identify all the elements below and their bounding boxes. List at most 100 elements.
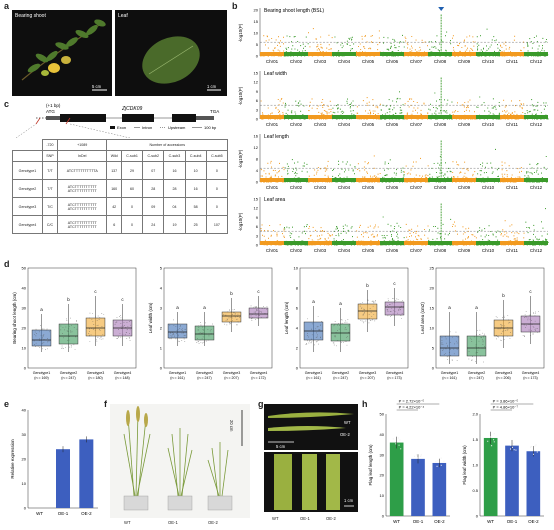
y-tick-label: 1.5 <box>472 437 478 442</box>
chromosome-label: Chr08 <box>434 122 447 127</box>
chromosome-points <box>332 160 356 183</box>
chromosome-label: Chr01 <box>266 122 279 127</box>
p-value: P = 2.72×10⁻⁵ <box>399 399 425 404</box>
scale-bar-5cm: 5 cm <box>92 84 102 89</box>
table-cell: 28 <box>142 179 165 198</box>
y-tick-label: 16 <box>254 134 259 139</box>
sample-size: (n = 172) <box>251 376 265 380</box>
plant-label-wt: WT <box>124 520 131 525</box>
y-tick-label: 40 <box>22 286 27 291</box>
chromosome-points <box>524 99 549 120</box>
y-tick-label: 0 <box>24 506 27 511</box>
table-cell: 24 <box>142 215 165 234</box>
scale-20cm: 20 cm <box>229 420 234 432</box>
chromosome-points <box>500 220 525 246</box>
y-axis-label: Leaf length (cm) <box>284 301 289 334</box>
tga-label: TGA <box>210 109 219 114</box>
chromosome-points <box>284 100 308 120</box>
p-value: P = 4.86×10⁻⁷ <box>493 405 519 410</box>
box <box>493 300 514 348</box>
table-cell: 16 <box>163 161 186 180</box>
leaf-image <box>142 36 221 91</box>
table-cell: 0 <box>120 215 144 234</box>
y-tick-label: 0 <box>382 514 385 519</box>
y-tick-label: 10 <box>380 493 385 498</box>
table-cell: 160 <box>106 179 122 198</box>
chromosome-label: Chr07 <box>410 185 423 190</box>
box <box>466 312 487 364</box>
significance-letter: c <box>94 289 97 294</box>
gene-name: ZjCDK09 <box>121 106 143 112</box>
y-tick-label: 6 <box>256 98 259 103</box>
data-points <box>530 444 538 455</box>
y-tick-label: 0 <box>256 117 259 122</box>
table-cell: 28 <box>163 179 186 198</box>
y-axis-label: -log10(P) <box>238 23 243 42</box>
y-tick-label: 9 <box>256 215 259 220</box>
chromosome-points <box>452 35 476 57</box>
x-tick-label: OE-1 <box>413 519 424 524</box>
table-cell: 07 <box>142 161 165 180</box>
panel-label-g: g <box>258 399 264 409</box>
table-header: Wild <box>106 150 122 162</box>
y-tick-label: 12 <box>254 80 259 85</box>
y-axis-label: Flag leaf width (cm) <box>462 445 467 485</box>
y-tick-label: 10 <box>254 31 259 36</box>
flag-leaf-chart: Flag leaf length (cm) 0 10 20 30 40 50 WT OE-1 OE… <box>368 399 450 524</box>
table-cell: 10 <box>184 161 207 180</box>
chromosome-points <box>428 155 453 183</box>
x-tick-label: OE-2 <box>81 511 92 516</box>
chromosome-label: Chr06 <box>386 185 399 190</box>
y-tick-label: 0 <box>24 366 27 371</box>
panel-label-e: e <box>4 399 10 409</box>
chromosome-label: Chr03 <box>314 59 327 64</box>
chromosome-points <box>404 157 429 183</box>
chromosome-label: Chr05 <box>362 122 375 127</box>
x-tick-label: Genotype1 <box>305 371 323 375</box>
x-tick-label: Genotype2 <box>60 371 78 375</box>
sample-size: (n = 207) <box>360 376 374 380</box>
y-tick-label: 15 <box>430 306 435 311</box>
plant-label-oe2: OE-2 <box>208 520 218 525</box>
table-top-header: +1089 <box>57 139 108 151</box>
chromosome-points <box>500 99 525 120</box>
track-title: Bearing shoot length (BSL) <box>264 8 324 14</box>
y-tick-label: 10 <box>430 326 435 331</box>
table-cell: Genotype3 <box>12 197 43 216</box>
data-points <box>435 457 445 467</box>
table-cell: T/T <box>41 179 59 198</box>
table-cell: 6 <box>106 215 122 234</box>
chromosome-points <box>308 28 333 57</box>
box <box>330 308 351 352</box>
table-cell: 58 <box>184 197 207 216</box>
significance-letter: c <box>529 289 532 294</box>
significance-letter: b <box>366 283 369 288</box>
manhattan-track: Leaf area -log10(P) 0 3 6 9 12 15 Chr01 Chr02 Chr0… <box>238 197 549 253</box>
table-cell: 25 <box>184 215 207 234</box>
sample-size: (n = 207) <box>224 376 238 380</box>
y-tick-label: 20 <box>254 8 259 13</box>
chromosome-label: Chr04 <box>338 122 351 127</box>
bar <box>432 462 447 516</box>
y-tick-label: 15 <box>254 197 259 202</box>
sample-size: (n = 173) <box>387 376 401 380</box>
utr-5 <box>46 116 60 120</box>
chromosome-label: Chr08 <box>434 185 447 190</box>
jitter-points <box>60 317 78 351</box>
table-cell: T/C <box>41 197 59 216</box>
chromosome-label: Chr01 <box>266 185 279 190</box>
table-cell: 19 <box>163 215 186 234</box>
y-tick-label: 6 <box>256 224 259 229</box>
y-axis-label: Relative expression <box>10 439 15 479</box>
chromosome-points <box>308 160 333 183</box>
sample-size: (n = 206) <box>496 376 510 380</box>
x-tick-label: Genotype4 <box>386 371 404 375</box>
bearing-shoot-photo: Bearing shoot 5 cm <box>12 10 112 96</box>
table-cell: T/T <box>41 161 59 180</box>
x-tick-label: Genotype2 <box>468 371 486 375</box>
chromosome-label: Chr05 <box>362 248 375 253</box>
chromosome-points <box>404 35 428 57</box>
x-tick-label: Genotype3 <box>223 371 241 375</box>
chromosome-points <box>356 224 381 246</box>
chromosome-label: Chr04 <box>338 59 351 64</box>
